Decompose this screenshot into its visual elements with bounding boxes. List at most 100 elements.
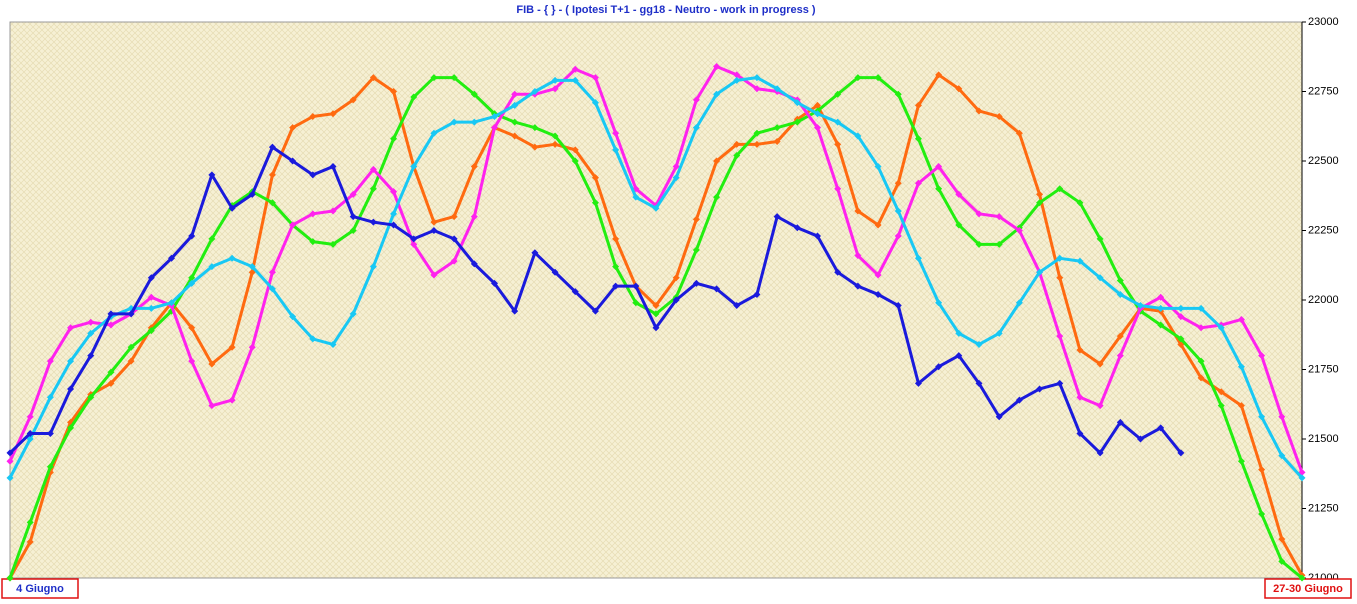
y-tick-label: 22750 <box>1308 85 1339 97</box>
point <box>834 118 842 126</box>
point <box>874 271 882 279</box>
point <box>87 329 95 337</box>
point <box>1015 227 1023 234</box>
point <box>672 174 680 182</box>
point <box>632 299 640 307</box>
point <box>491 124 498 132</box>
point <box>511 307 519 315</box>
point <box>713 62 721 70</box>
point <box>6 574 14 582</box>
point <box>793 118 801 126</box>
point <box>995 413 1003 421</box>
point <box>914 179 922 187</box>
point <box>26 413 34 421</box>
point <box>410 163 418 171</box>
point <box>753 140 761 148</box>
point <box>713 90 721 98</box>
point <box>1217 388 1225 396</box>
point <box>470 213 478 221</box>
point <box>1137 435 1144 443</box>
point <box>753 85 761 93</box>
point <box>1217 324 1225 332</box>
point <box>935 299 943 307</box>
point <box>430 74 438 82</box>
point <box>268 199 276 207</box>
point <box>46 357 54 365</box>
point <box>652 310 660 318</box>
point <box>46 429 54 437</box>
point <box>834 90 842 98</box>
point <box>349 227 357 234</box>
point <box>369 74 377 82</box>
point <box>26 435 34 443</box>
y-tick-label: 21750 <box>1308 363 1339 375</box>
point <box>612 129 620 137</box>
point <box>188 232 196 240</box>
point <box>248 190 256 198</box>
chart-title: FIB - { } - ( Ipotesi T+1 - gg18 - Neutr… <box>516 4 816 16</box>
point <box>995 240 1003 248</box>
point <box>1197 357 1205 365</box>
point <box>349 190 357 198</box>
point <box>268 285 276 293</box>
point <box>672 163 680 171</box>
point <box>511 90 519 98</box>
point <box>1177 335 1185 343</box>
point <box>733 71 741 79</box>
point <box>107 310 115 318</box>
point <box>390 135 398 143</box>
point <box>369 218 377 226</box>
point <box>955 85 963 93</box>
x-tick-label: 4 Giugno <box>16 583 64 595</box>
point <box>652 324 660 332</box>
point <box>1056 274 1064 282</box>
point <box>188 357 196 365</box>
point <box>107 368 115 376</box>
point <box>228 343 236 351</box>
point <box>147 304 155 312</box>
point <box>329 240 337 248</box>
point <box>470 163 478 171</box>
point <box>551 76 559 84</box>
point <box>975 107 983 115</box>
point <box>268 143 276 151</box>
point <box>955 329 963 337</box>
point <box>188 279 196 287</box>
point <box>491 113 498 121</box>
point <box>390 210 398 218</box>
point <box>1096 235 1104 243</box>
point <box>450 213 458 221</box>
point <box>87 393 95 401</box>
category-box <box>1264 578 1352 599</box>
point <box>511 101 519 109</box>
point <box>733 302 741 310</box>
point <box>208 171 216 179</box>
point <box>369 185 377 193</box>
point <box>1157 304 1165 312</box>
point <box>26 538 34 546</box>
point <box>1116 332 1124 340</box>
point <box>713 285 721 293</box>
point <box>26 429 34 437</box>
point <box>612 235 620 243</box>
point <box>1197 374 1205 382</box>
point <box>1116 277 1124 285</box>
point <box>329 163 337 171</box>
point <box>268 171 276 179</box>
y-tick-label: 23000 <box>1308 16 1339 28</box>
point <box>692 124 700 132</box>
point <box>168 254 175 262</box>
point <box>67 385 75 393</box>
point <box>975 379 983 387</box>
point <box>289 124 297 132</box>
point <box>430 129 438 137</box>
point <box>67 324 75 332</box>
point <box>46 393 54 401</box>
point <box>1036 190 1044 198</box>
point <box>632 282 640 290</box>
point <box>450 235 458 243</box>
point <box>692 246 700 254</box>
point <box>1036 268 1044 276</box>
point <box>1177 449 1185 457</box>
